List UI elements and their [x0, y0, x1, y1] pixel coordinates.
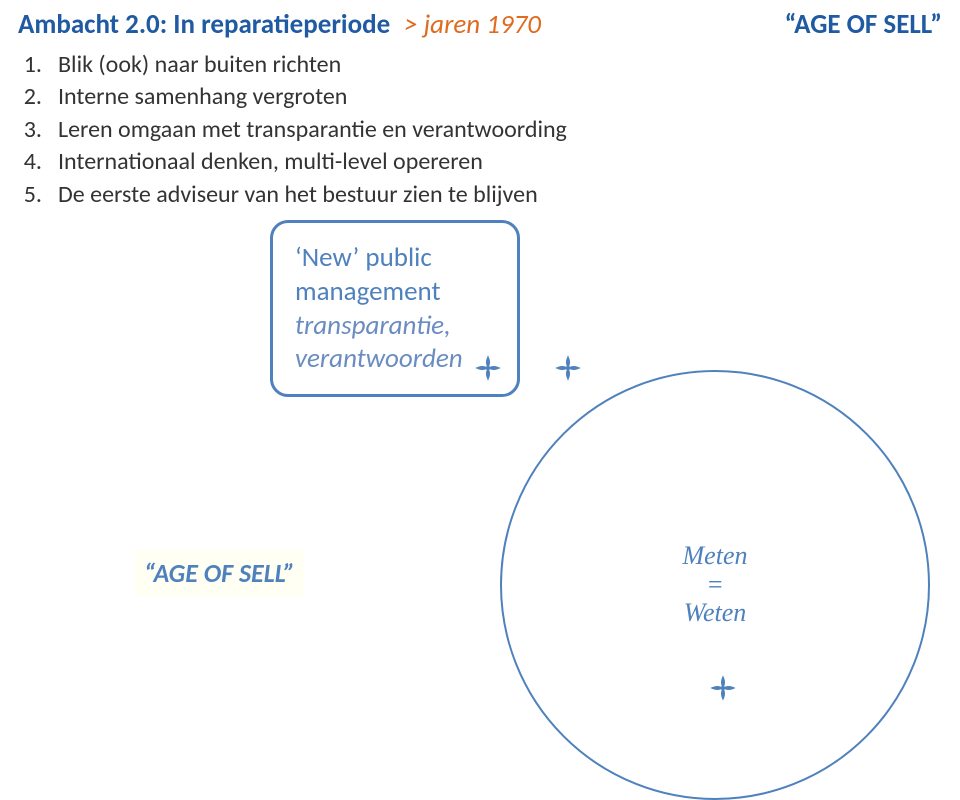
- list-text: Interne samenhang vergroten: [58, 81, 347, 113]
- list-item: 4. Internationaal denken, multi-level op…: [18, 146, 942, 178]
- list-text: Blik (ook) naar buiten richten: [58, 49, 341, 81]
- list-item: 5. De eerste adviseur van het bestuur zi…: [18, 179, 942, 211]
- title-age-header: “AGE OF SELL”: [785, 8, 942, 41]
- fleur-icon: [705, 670, 741, 706]
- list-num: 5.: [18, 179, 42, 211]
- circle-text: Meten = Weten: [683, 542, 748, 628]
- circle-wrap: Meten = Weten: [500, 370, 930, 800]
- circle-line: Weten: [683, 599, 748, 628]
- callout-line: management: [295, 275, 497, 309]
- list-item: 2. Interne samenhang vergroten: [18, 81, 942, 113]
- title-era: > jaren 1970: [404, 8, 541, 41]
- circle-line: Meten: [683, 542, 748, 571]
- list-num: 4.: [18, 146, 42, 178]
- list-text: Leren omgaan met transparantie en verant…: [58, 114, 567, 146]
- callout-line: transparantie,: [295, 309, 497, 343]
- age-of-sell-label: “AGE OF SELL”: [135, 550, 304, 596]
- diagram-area: ‘New’ public management transparantie, v…: [0, 220, 960, 767]
- list-num: 1.: [18, 49, 42, 81]
- header: Ambacht 2.0: In reparatieperiode > jaren…: [0, 0, 960, 45]
- numbered-list: 1. Blik (ook) naar buiten richten 2. Int…: [0, 45, 960, 215]
- circle-line: =: [683, 571, 748, 600]
- list-text: De eerste adviseur van het bestuur zien …: [58, 179, 538, 211]
- big-circle: Meten = Weten: [500, 370, 930, 800]
- title-main: Ambacht 2.0: In reparatieperiode: [18, 8, 390, 41]
- callout-line: ‘New’ public: [295, 241, 497, 275]
- callout-line: verantwoorden: [295, 342, 497, 376]
- list-num: 2.: [18, 81, 42, 113]
- list-item: 3. Leren omgaan met transparantie en ver…: [18, 114, 942, 146]
- list-item: 1. Blik (ook) naar buiten richten: [18, 49, 942, 81]
- list-num: 3.: [18, 114, 42, 146]
- list-text: Internationaal denken, multi-level opere…: [58, 146, 483, 178]
